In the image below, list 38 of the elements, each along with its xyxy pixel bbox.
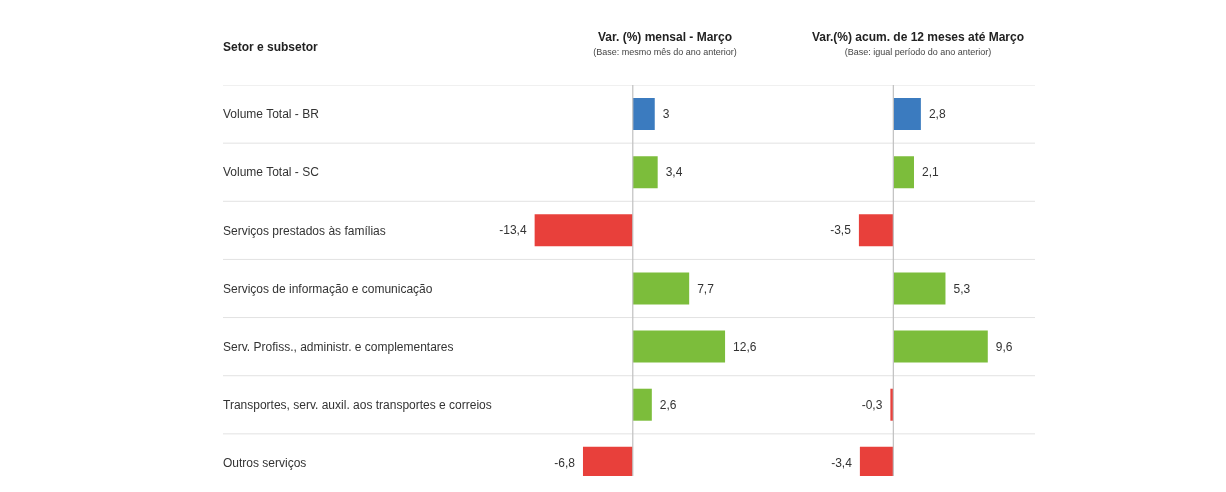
bar	[632, 330, 726, 363]
data-label: -13,4	[499, 223, 527, 238]
bar	[632, 98, 655, 130]
data-label: 2,1	[921, 165, 939, 180]
data-label: 3,4	[665, 165, 683, 180]
bar	[632, 272, 690, 305]
chart-subtitle: (Base: igual período do ano anterior)	[843, 47, 993, 57]
y-tick-label: Volume Total - BR	[223, 107, 320, 122]
y-tick-label: Serv. Profiss., administr. e complementares	[223, 339, 454, 354]
chart-title: Var.(%) acum. de 12 meses até Março	[810, 30, 1026, 44]
bar	[893, 272, 946, 305]
y-tick-label: Serviços prestados às famílias	[223, 223, 386, 238]
data-label: 2,8	[928, 107, 946, 122]
data-label: 2,6	[659, 397, 677, 412]
y-tick-label: Outros serviços	[223, 456, 307, 471]
y-tick-label: Serviços de informação e comunicação	[223, 281, 433, 296]
y-tick-label: Volume Total - SC	[223, 165, 320, 180]
data-label: -0,3	[861, 397, 883, 412]
chart-title: Var. (%) mensal - Março	[596, 30, 734, 44]
data-label: -3,4	[831, 456, 853, 471]
bar	[632, 156, 658, 189]
bar	[534, 214, 633, 247]
data-label: 7,7	[697, 281, 715, 296]
data-label: -6,8	[554, 456, 576, 471]
data-label: 3	[662, 107, 670, 122]
bar	[893, 330, 988, 363]
bar	[893, 98, 921, 130]
bar	[858, 214, 894, 247]
bar	[890, 388, 894, 421]
bar	[893, 156, 914, 189]
bar	[632, 388, 652, 421]
data-label: 5,3	[953, 281, 971, 296]
data-label: -3,5	[830, 223, 852, 238]
data-label: 9,6	[995, 339, 1013, 354]
data-label: 12,6	[733, 339, 757, 354]
y-axis-title: Setor e subsetor	[223, 40, 318, 54]
y-tick-label: Transportes, serv. auxil. aos transportes e correios	[223, 397, 492, 412]
chart-subtitle: (Base: mesmo mês do ano anterior)	[592, 47, 738, 57]
